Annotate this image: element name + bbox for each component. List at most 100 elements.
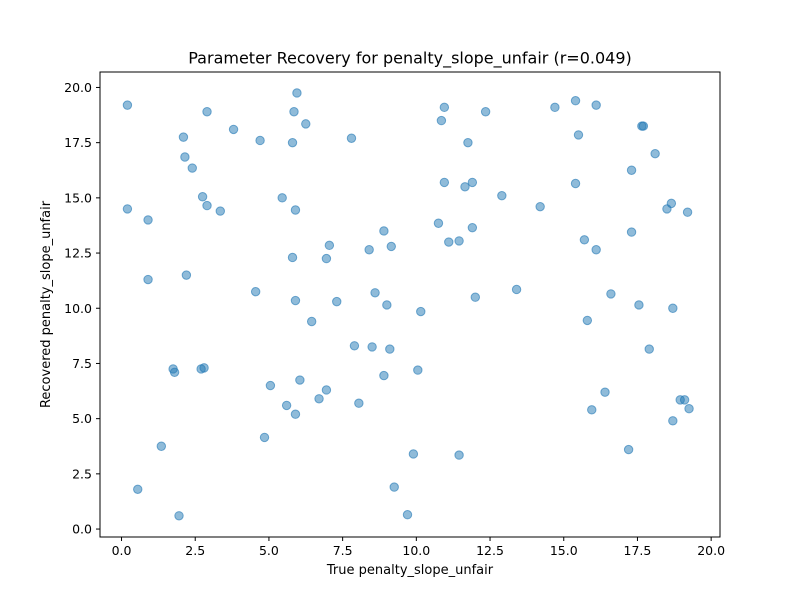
y-tick-label: 17.5 <box>64 135 92 150</box>
data-point <box>314 394 324 404</box>
data-point <box>349 341 360 351</box>
data-point <box>587 405 597 415</box>
data-point <box>454 450 464 460</box>
data-point <box>470 292 481 302</box>
data-point <box>215 206 225 216</box>
data-point <box>684 404 694 414</box>
y-tick-label: 7.5 <box>72 356 92 371</box>
data-point <box>143 274 153 285</box>
data-point <box>433 218 444 228</box>
data-point <box>679 395 690 405</box>
data-point <box>408 449 419 459</box>
y-axis-ticks: 0.0 2.5 5.0 7.5 10.0 12.5 15.0 17.5 20.0 <box>64 80 100 537</box>
data-point <box>454 236 464 246</box>
data-point <box>650 148 660 159</box>
data-point <box>416 306 426 317</box>
x-tick-label: 5.0 <box>259 543 279 558</box>
data-point <box>644 344 654 354</box>
data-point <box>638 121 649 131</box>
data-point <box>181 270 192 280</box>
data-point <box>202 200 212 211</box>
x-axis-ticks: 0.0 2.5 5.0 7.5 10.0 12.5 15.0 17.5 20.0 <box>112 537 725 558</box>
data-point <box>386 241 396 252</box>
y-tick-label: 12.5 <box>64 246 92 261</box>
data-point <box>444 237 454 247</box>
data-point <box>467 222 478 233</box>
data-point <box>634 300 644 310</box>
x-tick-label: 7.5 <box>333 543 353 558</box>
plot-frame <box>99 71 721 538</box>
data-point <box>332 296 342 307</box>
data-point <box>199 363 209 373</box>
data-point <box>180 152 190 162</box>
data-point <box>133 484 143 495</box>
data-point <box>354 398 364 408</box>
data-point <box>402 509 413 520</box>
data-point <box>281 400 292 411</box>
x-tick-label: 10.0 <box>402 543 430 558</box>
data-point <box>259 432 270 443</box>
data-point <box>367 342 377 352</box>
data-point <box>265 380 276 391</box>
data-point <box>346 133 357 143</box>
data-point <box>156 441 167 451</box>
y-axis-label: Recovered penalty_slope_unfair <box>39 200 54 408</box>
data-point <box>382 300 392 310</box>
data-point <box>439 102 450 113</box>
data-point <box>364 245 374 255</box>
y-tick-label: 10.0 <box>64 301 92 316</box>
data-point <box>385 344 395 354</box>
data-point <box>626 227 637 237</box>
data-point <box>290 295 301 306</box>
data-point <box>570 96 581 106</box>
data-point <box>321 385 332 395</box>
y-tick-label: 0.0 <box>72 522 92 537</box>
y-tick-label: 15.0 <box>64 190 92 205</box>
data-point <box>187 163 197 173</box>
data-point <box>570 178 581 189</box>
x-tick-label: 15.0 <box>550 543 578 558</box>
x-tick-label: 0.0 <box>112 543 132 558</box>
data-point <box>623 444 634 455</box>
data-point <box>287 137 298 148</box>
data-point <box>306 316 317 327</box>
y-tick-label: 20.0 <box>64 80 92 95</box>
data-point <box>255 135 265 146</box>
data-point <box>122 100 133 110</box>
data-point <box>301 119 311 129</box>
x-axis-label: True penalty_slope_unfair <box>326 563 494 578</box>
x-tick-label: 17.5 <box>624 543 652 558</box>
data-point <box>292 88 302 98</box>
data-point <box>436 115 447 126</box>
data-point <box>289 107 299 117</box>
data-point <box>287 252 298 263</box>
data-point <box>143 215 153 225</box>
data-point <box>379 370 389 381</box>
data-point <box>379 226 389 236</box>
data-point <box>439 177 450 188</box>
data-point <box>480 107 491 117</box>
data-points <box>122 88 694 521</box>
data-point <box>169 367 180 377</box>
data-point <box>666 198 677 209</box>
x-tick-label: 12.5 <box>476 543 504 558</box>
data-point <box>174 511 184 521</box>
data-point <box>606 289 616 299</box>
data-point <box>460 182 470 192</box>
data-point <box>467 177 478 188</box>
data-point <box>228 124 239 135</box>
data-point <box>600 387 610 397</box>
y-tick-label: 5.0 <box>72 411 92 426</box>
data-point <box>389 482 399 492</box>
data-point <box>550 102 560 113</box>
data-point <box>370 288 380 298</box>
chart-title: Parameter Recovery for penalty_slope_unf… <box>188 49 632 69</box>
data-point <box>591 245 601 255</box>
data-point <box>413 365 423 375</box>
data-point <box>535 201 545 212</box>
data-point <box>668 303 678 313</box>
data-point <box>250 286 261 297</box>
data-point <box>295 375 305 385</box>
data-point <box>202 107 212 117</box>
